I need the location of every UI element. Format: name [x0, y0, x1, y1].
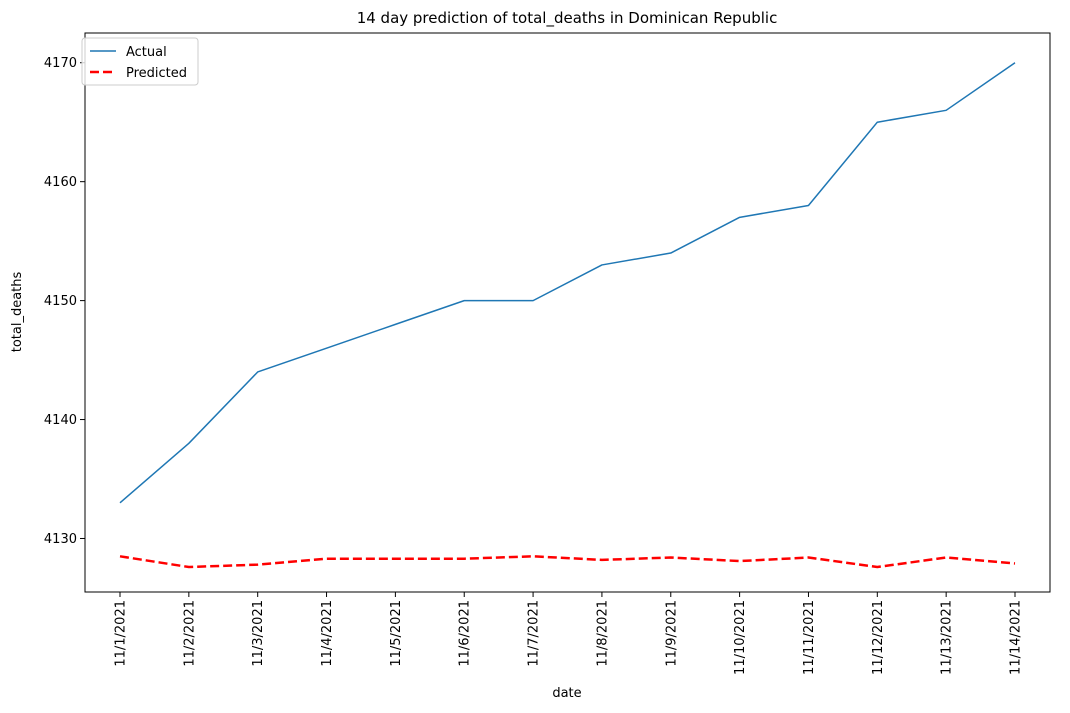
x-tick-label: 11/7/2021 — [527, 600, 542, 667]
x-tick-label: 11/10/2021 — [733, 600, 748, 675]
x-tick-label: 11/8/2021 — [595, 600, 610, 667]
x-tick-label: 11/11/2021 — [802, 600, 817, 675]
x-tick-label: 11/6/2021 — [458, 600, 473, 667]
y-tick-label: 4170 — [44, 56, 77, 71]
legend: Actual Predicted — [81, 37, 199, 86]
y-tick-label: 4140 — [44, 413, 77, 428]
x-axis-label: date — [552, 686, 581, 701]
y-tick-label: 4150 — [44, 294, 77, 309]
x-tick-label: 11/14/2021 — [1009, 600, 1024, 675]
x-tick-label: 11/4/2021 — [320, 600, 335, 667]
series-line-predicted — [119, 555, 1016, 569]
legend-label-actual: Actual — [126, 45, 167, 60]
x-tick-label: 11/2/2021 — [182, 600, 197, 667]
x-tick-label: 11/9/2021 — [664, 600, 679, 667]
x-tick-label: 11/1/2021 — [114, 600, 129, 667]
legend-label-predicted: Predicted — [126, 66, 187, 81]
x-tick-label: 11/3/2021 — [251, 600, 266, 667]
y-axis-label: total_deaths — [10, 272, 25, 353]
y-tick-label: 4130 — [44, 532, 77, 547]
plot-area — [84, 32, 1051, 593]
x-tick-label: 11/5/2021 — [389, 600, 404, 667]
x-tick-label: 11/12/2021 — [871, 600, 886, 675]
y-tick-label: 4160 — [44, 175, 77, 190]
series-line-actual — [119, 62, 1016, 504]
x-tick-label: 11/13/2021 — [940, 600, 955, 675]
chart-title: 14 day prediction of total_deaths in Dom… — [357, 9, 778, 28]
